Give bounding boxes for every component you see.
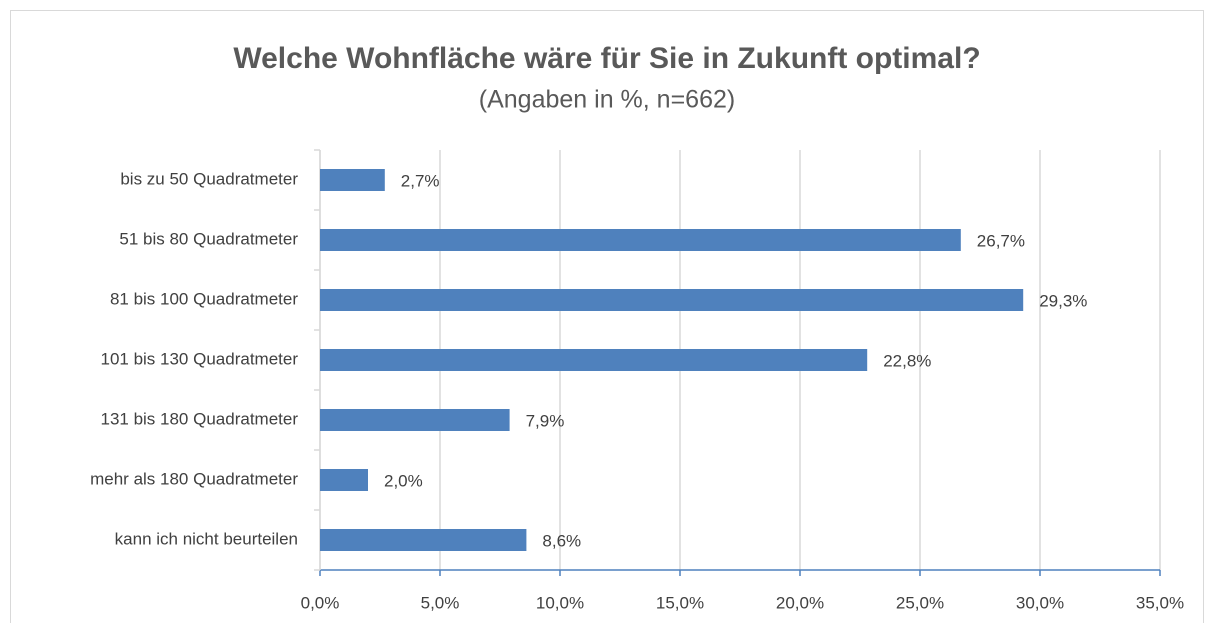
x-tick-label: 25,0% [896,593,944,612]
x-tick-label: 10,0% [536,593,584,612]
x-tick-label: 30,0% [1016,593,1064,612]
y-tick-label: mehr als 180 Quadratmeter [90,469,298,488]
bar [320,289,1024,311]
y-tick-label: 131 bis 180 Quadratmeter [100,409,298,428]
data-label: 22,8% [883,351,931,370]
x-tick-label: 5,0% [421,593,460,612]
y-tick-label: kann ich nicht beurteilen [115,529,298,548]
y-tick-label: 101 bis 130 Quadratmeter [100,349,298,368]
chart-subtitle: (Angaben in %, n=662) [479,86,735,114]
y-tick-label: bis zu 50 Quadratmeter [120,169,298,188]
x-tick-label: 0,0% [301,593,340,612]
x-tick-label: 20,0% [776,593,824,612]
chart-border [10,10,1204,623]
bar [320,169,385,191]
data-label: 7,9% [526,411,565,430]
data-label: 26,7% [977,231,1025,250]
data-label: 29,3% [1039,291,1087,310]
y-tick-label: 51 bis 80 Quadratmeter [119,229,298,248]
data-label: 2,0% [384,471,423,490]
x-tick-label: 15,0% [656,593,704,612]
data-label: 2,7% [401,171,440,190]
chart-title: Welche Wohnfläche wäre für Sie in Zukunf… [233,42,980,75]
x-tick-label: 35,0% [1136,593,1184,612]
bar [320,469,368,491]
bar [320,409,510,431]
bar [320,529,527,551]
y-tick-label: 81 bis 100 Quadratmeter [110,289,298,308]
bar [320,349,868,371]
data-label: 8,6% [542,531,581,550]
bar [320,229,961,251]
